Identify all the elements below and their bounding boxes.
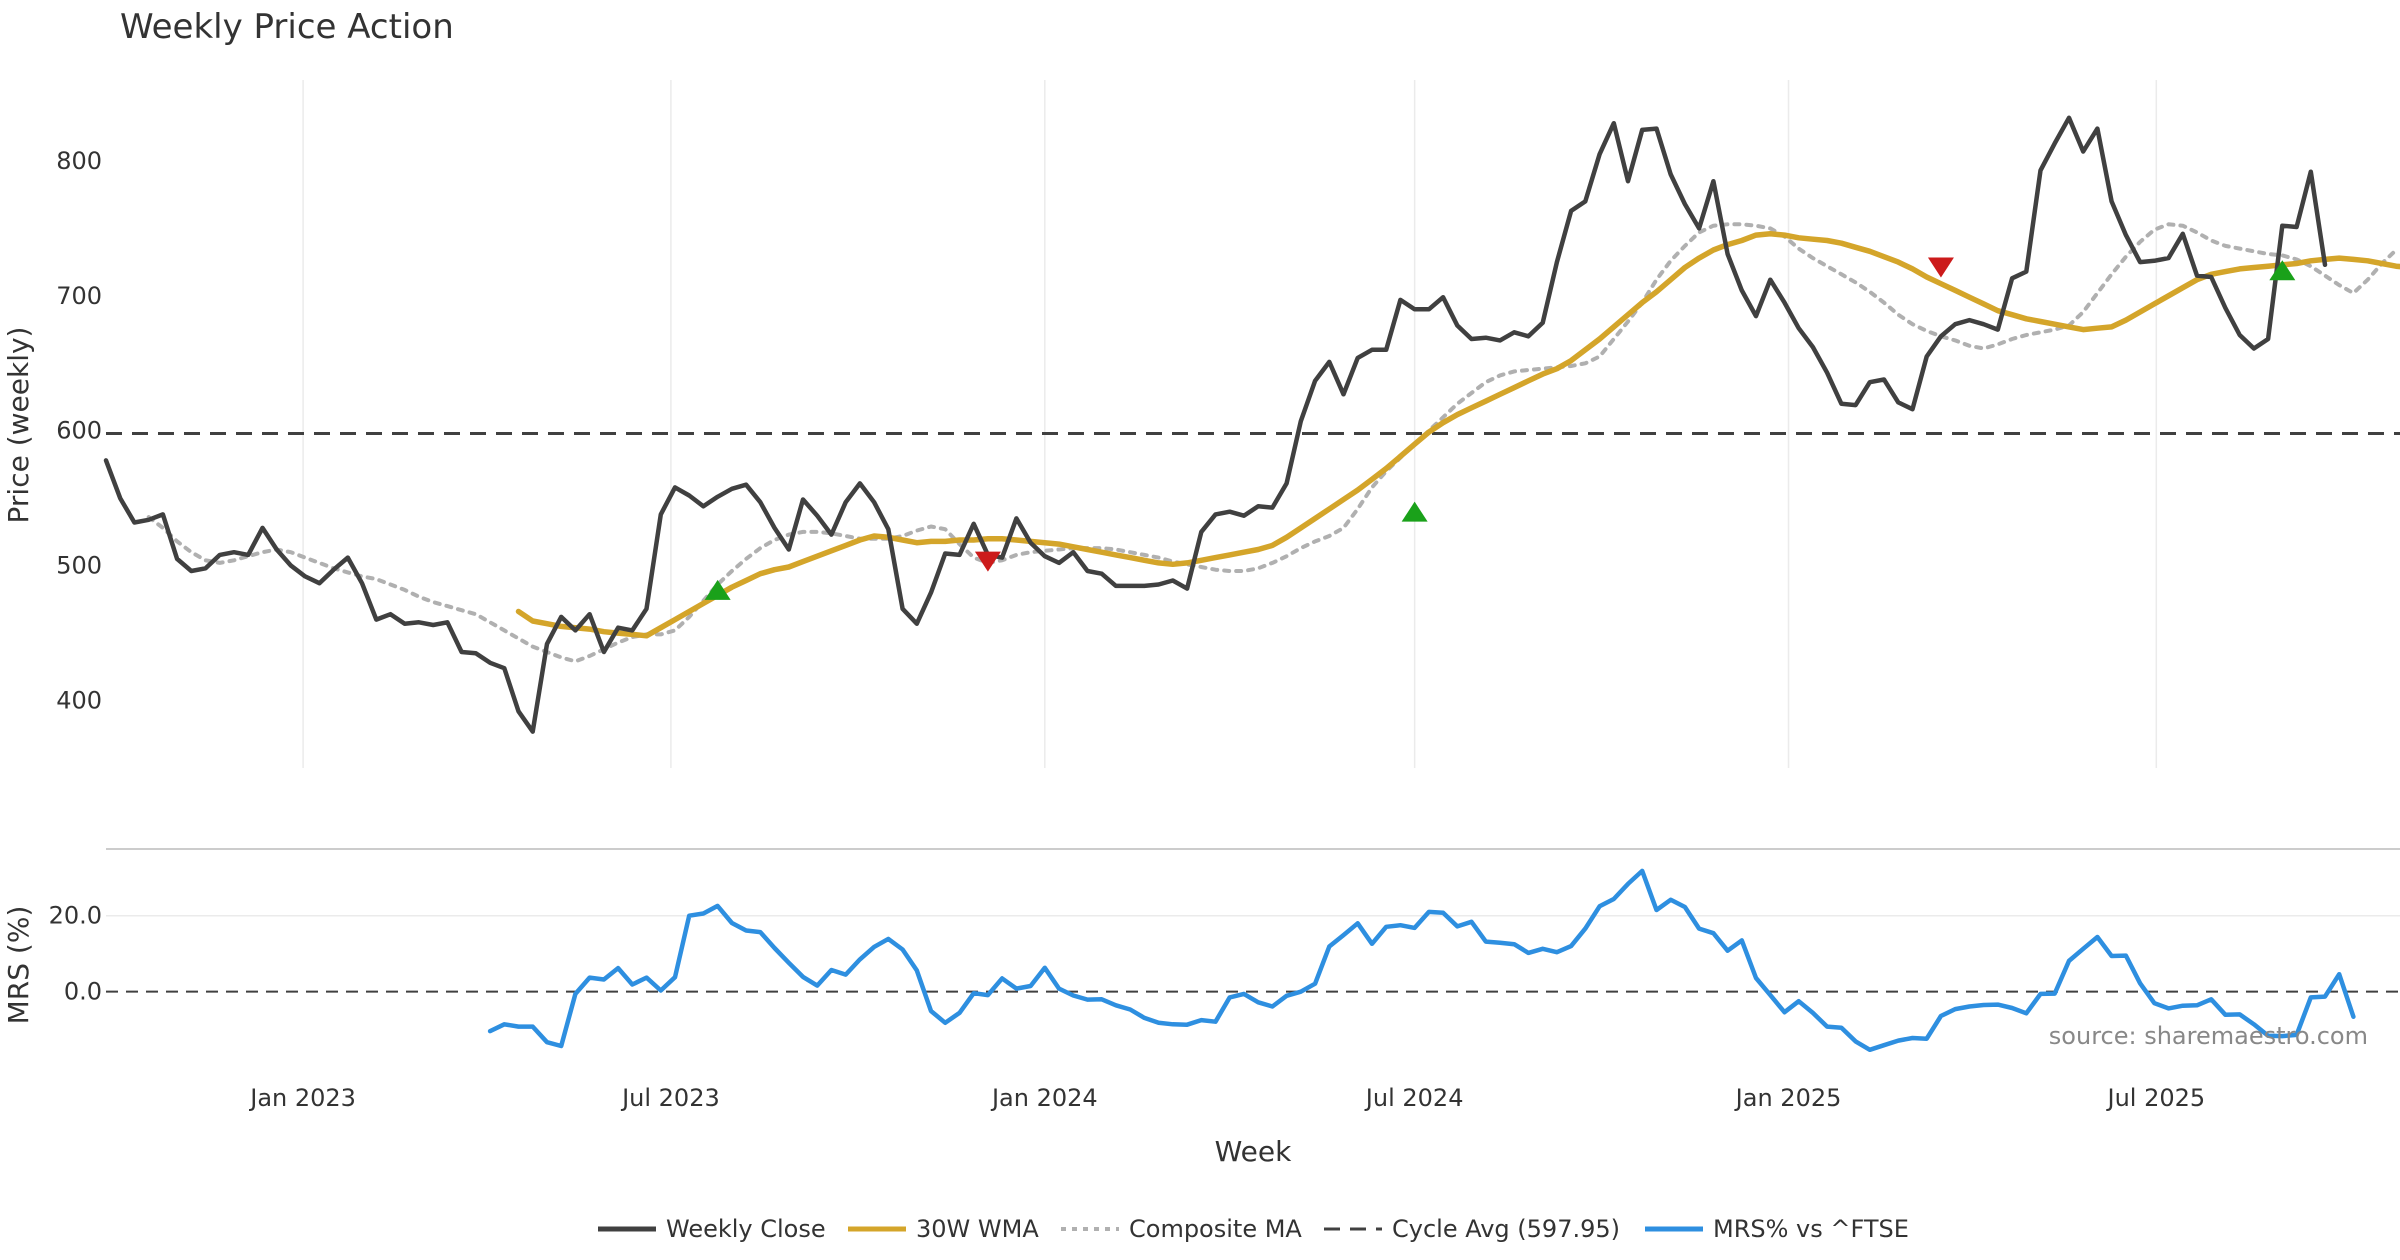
legend-label: Cycle Avg (597.95) [1392,1215,1620,1243]
price-grid [302,80,2158,768]
price-y-tick-label: 400 [56,687,102,715]
x-ticks: Jan 2023 Jul 2023 Jan 2024 Jul 2024 Jan 2025… [248,1084,2205,1112]
composite-ma-line [146,222,2399,664]
x-tick-label: Jul 2023 [620,1084,720,1112]
legend-label: Weekly Close [666,1215,826,1243]
buy-signal-marker [2269,260,2296,281]
sell-signal-marker [974,551,1001,572]
mrs-line [487,868,2356,1053]
sell-signal-marker [1927,257,1954,278]
mrs-y-ticks: 0.0 20.0 [49,902,102,1006]
price-y-ticks: 400 500 600 700 800 [56,147,102,715]
legend-label: MRS% vs ^FTSE [1713,1215,1909,1243]
x-tick-label: Jan 2023 [248,1084,356,1112]
legend: Weekly Close 30W WMA Composite MA Cycle Avg… [598,1215,1909,1243]
weekly-close-line [103,115,2328,734]
price-y-tick-label: 500 [56,552,102,580]
legend-label: 30W WMA [916,1215,1039,1243]
mrs-y-tick-label: 0.0 [64,978,102,1006]
legend-label: Composite MA [1129,1215,1302,1243]
x-axis-label: Week [1215,1135,1292,1168]
price-series [103,115,2400,734]
price-y-tick-label: 600 [56,417,102,445]
buy-signal-marker [704,579,731,600]
x-tick-label: Jan 2024 [990,1084,1098,1112]
source-note: source: sharemaestro.com [2049,1022,2368,1050]
mrs-series [106,868,2400,1053]
price-y-tick-label: 700 [56,282,102,310]
chart-title: Weekly Price Action [120,7,454,47]
x-tick-label: Jan 2025 [1734,1084,1842,1112]
price-y-tick-label: 800 [56,147,102,175]
signal-markers [704,257,2296,600]
mrs-y-axis-label: MRS (%) [2,906,35,1025]
price-y-axis-label: Price (weekly) [2,327,35,524]
x-tick-label: Jul 2024 [1364,1084,1464,1112]
x-tick-label: Jul 2025 [2106,1084,2206,1112]
wma-30w-line [515,231,2400,639]
buy-signal-marker [1401,501,1428,522]
mrs-y-tick-label: 20.0 [49,902,102,930]
